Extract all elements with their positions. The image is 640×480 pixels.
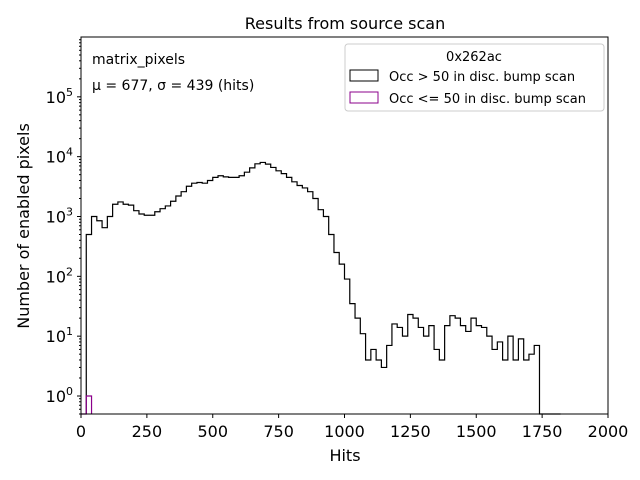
annotation-stats: μ = 677, σ = 439 (hits) [92,78,254,94]
x-tick-label: 0 [76,422,86,441]
y-tick-label: 105 [46,86,73,107]
x-tick-label: 2000 [588,422,629,441]
legend-swatch-occ-gt-50 [349,69,379,82]
y-tick-label: 103 [46,205,73,226]
annotation-name: matrix_pixels [92,52,185,68]
x-tick-label: 1000 [324,422,365,441]
x-tick-label: 1250 [390,422,431,441]
histogram-series-1 [85,161,561,415]
y-tick-label: 104 [46,146,73,167]
y-tick-label: 101 [46,325,73,346]
legend-entry-occ-gt-50: Occ > 50 in disc. bump scan [389,70,575,85]
legend: 0x262ac Occ > 50 in disc. bump scan Occ … [344,43,605,112]
x-tick-label: 500 [197,422,228,441]
y-tick-label: 100 [46,385,73,406]
y-axis-label: Number of enabled pixels [14,123,33,329]
x-axis: 0 250 500 750 1000 1250 1500 1750 2000 [76,414,628,441]
x-tick-label: 750 [263,422,294,441]
x-tick-label: 1500 [456,422,497,441]
legend-title: 0x262ac [446,50,502,65]
x-axis-label: Hits [329,446,360,465]
chart-title: Results from source scan [245,14,445,33]
legend-box [344,43,605,112]
y-axis: 100 101 102 103 104 105 [46,39,81,415]
x-tick-label: 1750 [522,422,563,441]
x-tick-label: 250 [132,422,163,441]
legend-entry-occ-le-50: Occ <= 50 in disc. bump scan [389,92,586,107]
y-tick-label: 102 [46,265,73,286]
legend-swatch-occ-le-50 [349,91,379,104]
